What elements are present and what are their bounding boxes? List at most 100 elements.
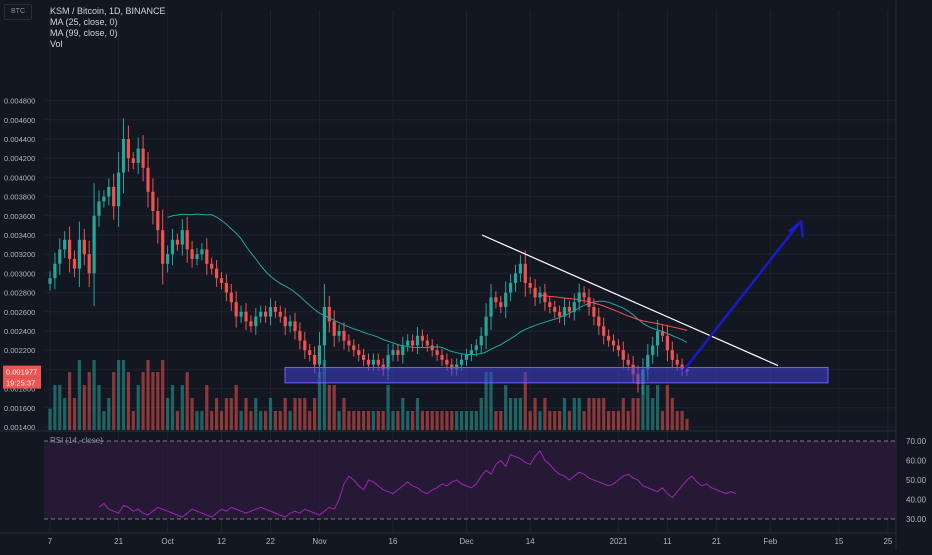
volume-bar — [205, 385, 209, 430]
candle-body — [366, 359, 371, 365]
volume-bar — [82, 385, 86, 430]
candle-body — [651, 345, 655, 355]
volume-bars — [48, 360, 689, 430]
candle-body — [58, 249, 62, 264]
volume-bar — [288, 411, 292, 430]
time-tick-label: Dec — [459, 537, 473, 546]
candle-body — [518, 263, 522, 274]
candle-body — [415, 335, 420, 346]
candle-body — [117, 172, 121, 207]
candle-body — [425, 340, 429, 346]
volume-bar — [244, 398, 248, 430]
volume-bar — [484, 372, 488, 430]
volume-bar — [602, 398, 606, 430]
candle-body — [543, 292, 547, 303]
volume-bar — [87, 372, 91, 430]
candle-body — [161, 230, 165, 264]
price-tick-label: 0.004600 — [4, 116, 35, 125]
volume-bar — [175, 411, 179, 430]
time-tick-label: 7 — [48, 537, 53, 546]
volume-bar — [455, 411, 459, 430]
candle-body — [234, 302, 238, 317]
volume-bar — [553, 411, 557, 430]
candle-body — [126, 139, 130, 159]
candle-body — [513, 273, 518, 283]
candle-body — [190, 249, 194, 259]
volume-bar — [313, 398, 317, 430]
price-tick-label: 0.003400 — [4, 231, 35, 240]
volume-bar — [396, 411, 400, 430]
volume-bar — [215, 398, 219, 430]
candle-body — [401, 345, 405, 355]
volume-bar — [499, 411, 503, 430]
candle-body — [440, 355, 444, 360]
rsi-line — [98, 449, 737, 518]
candle-body — [376, 359, 380, 365]
volume-bar — [264, 411, 268, 430]
volume-bar — [53, 385, 57, 430]
candles — [48, 118, 689, 395]
candle-body — [607, 335, 611, 341]
volume-bar — [533, 398, 537, 430]
volume-bar — [337, 411, 341, 430]
volume-bar — [415, 398, 420, 430]
candle-body — [175, 239, 179, 245]
legend-ma25[interactable]: MA (25, close, 0) — [50, 17, 118, 27]
price-tags: 0.001977 19:25:37 — [3, 365, 41, 389]
volume-bar — [582, 411, 586, 430]
candle-body — [445, 359, 449, 365]
volume-bar — [352, 411, 356, 430]
candle-body — [675, 359, 679, 365]
candle-body — [53, 263, 57, 279]
volume-bar — [464, 411, 469, 430]
candle-body — [205, 249, 209, 264]
candle-body — [626, 359, 630, 365]
candle-body — [151, 191, 155, 211]
candle-body — [332, 321, 336, 336]
candle-body — [572, 302, 576, 312]
volume-bar — [117, 360, 121, 430]
volume-bar — [107, 398, 111, 430]
volume-bar — [112, 372, 116, 430]
volume-bar — [577, 398, 581, 430]
candle-body — [87, 254, 91, 274]
volume-bar — [347, 411, 351, 430]
candle-body — [244, 311, 248, 322]
candle-body — [670, 350, 674, 360]
candle-body — [646, 355, 650, 370]
volume-bar — [63, 398, 67, 430]
time-tick-label: 22 — [266, 537, 275, 546]
volume-bar — [656, 385, 660, 430]
volume-bar — [161, 360, 165, 430]
rsi-pane: 70.00 60.00 50.00 40.00 30.00 — [44, 437, 927, 524]
volume-bar — [283, 398, 287, 430]
volume-bar — [469, 411, 473, 430]
legend-ma99[interactable]: MA (99, close, 0) — [50, 28, 118, 38]
volume-bar — [450, 411, 454, 430]
time-tick-label: Nov — [312, 537, 326, 546]
candle-body — [411, 340, 415, 346]
volume-bar — [523, 372, 527, 430]
volume-bar — [430, 411, 434, 430]
candle-body — [141, 148, 145, 168]
rsi-legend[interactable]: RSI (14, close) — [50, 436, 103, 445]
legend-title[interactable]: KSM / Bitcoin, 1D, BINANCE — [50, 6, 166, 16]
volume-bar — [435, 411, 439, 430]
volume-bar — [504, 385, 508, 430]
volume-bar — [156, 372, 160, 430]
volume-bar — [425, 411, 429, 430]
volume-bar — [376, 411, 380, 430]
legend-vol[interactable]: Vol — [50, 39, 63, 49]
volume-bar — [567, 411, 571, 430]
candle-body — [592, 307, 596, 317]
countdown-tag: 19:25:37 — [6, 379, 35, 388]
candle-body — [616, 345, 620, 351]
time-tick-label: 21 — [114, 537, 123, 546]
candle-body — [337, 331, 341, 336]
candle-body — [166, 254, 170, 264]
symbol-badge[interactable]: BTC — [4, 4, 32, 20]
price-tick-label: 0.003600 — [4, 212, 35, 221]
candle-body — [156, 211, 160, 231]
